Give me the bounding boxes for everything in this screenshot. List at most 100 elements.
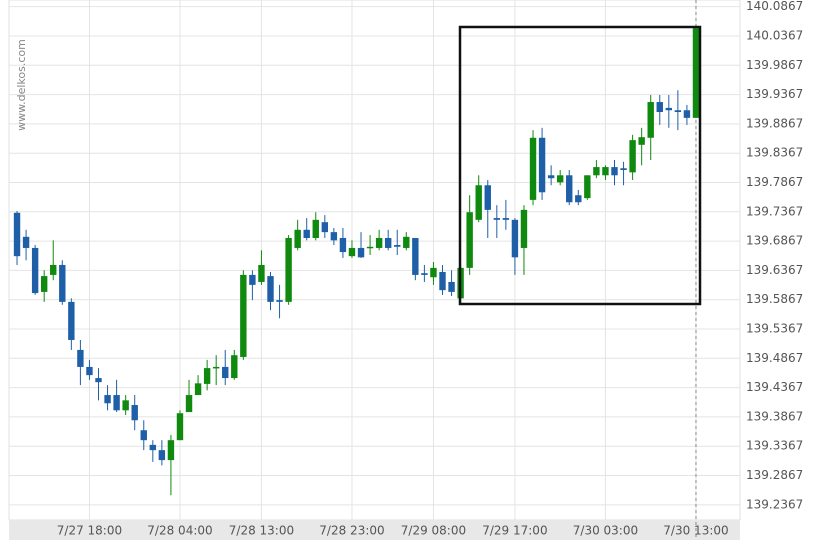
y-tick-label: 139.4367 xyxy=(746,380,803,394)
candle-body xyxy=(665,107,673,111)
candle-body xyxy=(86,366,93,376)
highlight-box xyxy=(458,25,702,306)
candle-body xyxy=(556,175,564,183)
candle-body xyxy=(167,440,175,461)
x-tick-label: 7/29 08:00 xyxy=(401,524,466,538)
candle-body xyxy=(674,110,682,112)
candle-body xyxy=(240,274,247,357)
x-tick-label: 7/29 17:00 xyxy=(482,524,547,538)
candle-body xyxy=(303,229,310,238)
candle-body xyxy=(638,137,645,145)
x-tick-label: 7/28 23:00 xyxy=(319,524,384,538)
x-tick-label: 7/28 13:00 xyxy=(229,524,294,538)
candle-body xyxy=(104,395,111,404)
candle-body xyxy=(692,28,700,118)
y-tick-label: 139.9867 xyxy=(746,58,803,72)
candle-body xyxy=(412,237,419,275)
axis-labels: 140.0867 140.0367 139.9867 139.9367 139.8867… xyxy=(57,0,803,538)
candle-body xyxy=(683,110,691,118)
candle-body xyxy=(231,355,238,379)
y-tick-label: 139.9367 xyxy=(746,87,803,101)
plot-area xyxy=(8,0,741,521)
candle-body xyxy=(620,168,627,171)
x-tick-label: 7/28 04:00 xyxy=(147,524,212,538)
candle-body xyxy=(330,232,338,241)
candle-body xyxy=(13,212,21,257)
x-axis-band xyxy=(9,520,740,540)
candle-body xyxy=(538,137,546,193)
grid xyxy=(9,0,740,540)
candle-body xyxy=(475,185,482,220)
candle-body xyxy=(547,175,555,179)
x-tick-label: 7/30 13:00 xyxy=(663,524,728,538)
candle-body xyxy=(321,222,329,233)
y-tick-label: 139.5867 xyxy=(746,292,803,306)
y-tick-label: 139.4867 xyxy=(746,351,803,365)
candle-body xyxy=(366,246,374,249)
candle-body xyxy=(357,247,365,258)
candle-body xyxy=(430,267,437,278)
candle-body xyxy=(312,219,319,238)
candle-body xyxy=(249,274,256,285)
candle-body xyxy=(593,167,600,176)
watermark: www.delkos.com xyxy=(15,39,28,131)
candle-body xyxy=(59,264,66,302)
y-tick-label: 139.7867 xyxy=(746,175,803,189)
candle-body xyxy=(484,185,491,210)
candle-body xyxy=(258,264,265,282)
y-tick-label: 139.6867 xyxy=(746,234,803,248)
candle-body xyxy=(403,236,410,248)
y-tick-label: 139.5367 xyxy=(746,322,803,336)
candle-body xyxy=(68,301,75,340)
y-tick-label: 140.0367 xyxy=(746,28,803,42)
candle-body xyxy=(529,137,537,200)
candles xyxy=(13,28,700,496)
candle-body xyxy=(31,247,39,294)
candle-body xyxy=(575,195,582,203)
candle-body xyxy=(185,395,193,413)
candle-body xyxy=(611,167,618,176)
candle-body xyxy=(222,366,229,379)
y-tick-label: 139.8367 xyxy=(746,146,803,160)
candle-body xyxy=(629,140,636,173)
candle-body xyxy=(647,102,654,138)
y-tick-label: 139.2367 xyxy=(746,497,803,511)
candle-body xyxy=(95,378,102,383)
candle-body xyxy=(212,366,220,369)
candle-body xyxy=(113,395,120,411)
candle-body xyxy=(602,167,609,176)
candle-body xyxy=(448,281,455,292)
candle-body xyxy=(493,218,501,220)
x-tick-label: 7/30 03:00 xyxy=(573,524,638,538)
candle-body xyxy=(285,237,292,302)
candle-body xyxy=(339,237,347,253)
candle-body xyxy=(131,405,138,421)
candle-body xyxy=(203,368,211,384)
candle-body xyxy=(276,300,283,302)
candle-body xyxy=(375,237,383,248)
candle-body xyxy=(267,276,274,302)
y-tick-label: 139.8867 xyxy=(746,116,803,130)
candle-body xyxy=(194,383,202,396)
candle-body xyxy=(158,450,166,461)
candle-body xyxy=(520,209,528,248)
candle-body xyxy=(40,276,48,292)
candle-body xyxy=(149,444,157,451)
candle-body xyxy=(656,102,663,112)
candle-body xyxy=(140,430,147,441)
candle-body xyxy=(50,264,57,275)
candle-body xyxy=(77,349,84,367)
candle-body xyxy=(384,237,392,248)
y-tick-label: 139.2867 xyxy=(746,468,803,482)
candle-body xyxy=(348,247,356,257)
candle-body xyxy=(294,229,301,248)
y-tick-label: 139.6367 xyxy=(746,263,803,277)
y-tick-label: 139.3867 xyxy=(746,409,803,423)
candle-body xyxy=(566,175,573,203)
candle-body xyxy=(421,273,428,275)
candle-body xyxy=(502,218,510,220)
y-tick-label: 139.7367 xyxy=(746,204,803,218)
candle-body xyxy=(466,212,473,268)
candle-body xyxy=(22,236,30,248)
